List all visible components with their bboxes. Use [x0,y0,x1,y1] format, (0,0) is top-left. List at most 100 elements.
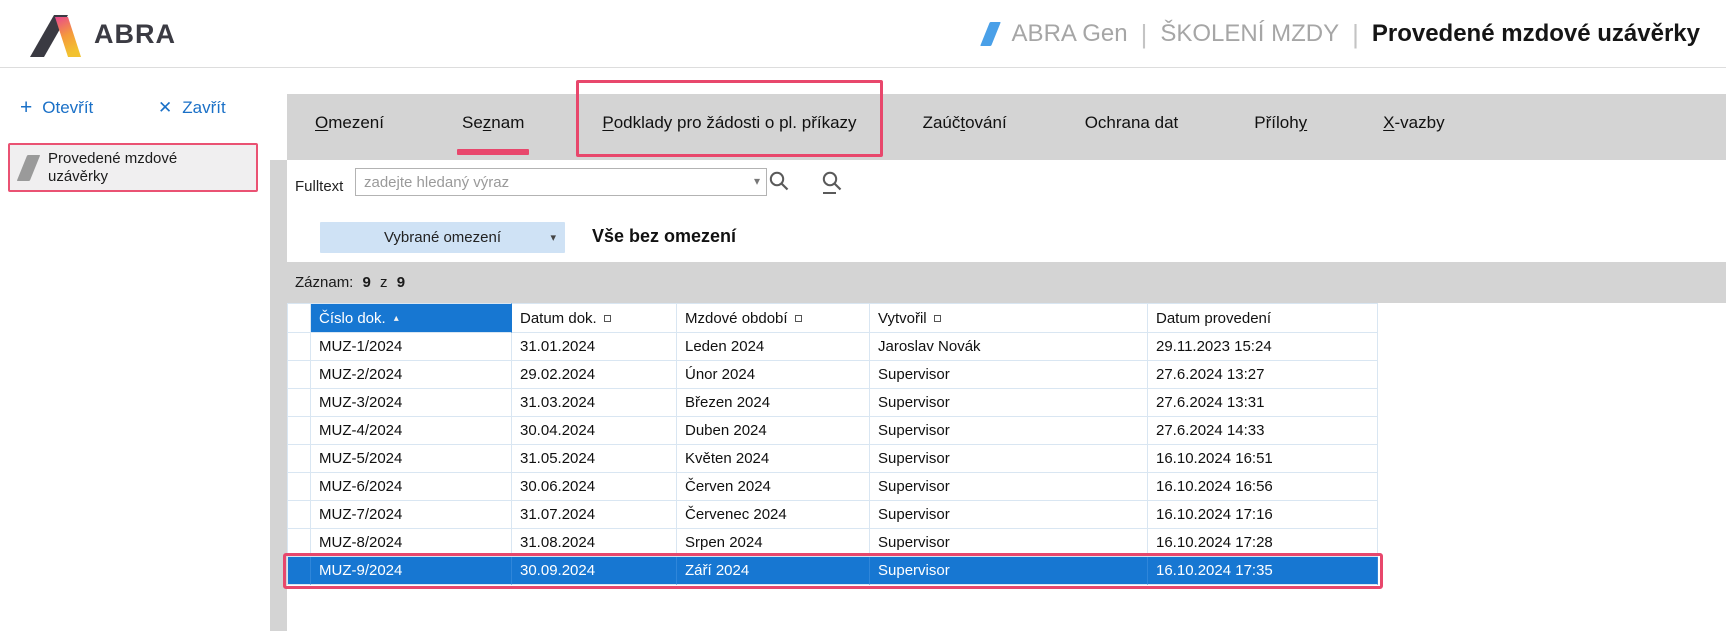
tab-p-lohy[interactable]: Přílohy [1250,94,1311,160]
filter-panel: Fulltext ▾ Vybrané omezení ▾ Vše bez ome… [287,160,1726,262]
active-tab-underline [457,149,530,155]
tab-omezen[interactable]: Omezení [311,94,388,160]
table-cell: Květen 2024 [677,445,870,473]
tab-podklady-pro-dosti-o-pl-p-kazy[interactable]: Podklady pro žádosti o pl. příkazy [576,80,883,160]
app-header: ABRA ABRA Gen | ŠKOLENÍ MZDY | Provedené… [0,0,1726,68]
column-header-label: Datum provedení [1156,309,1272,327]
breadcrumb-separator: | [1352,18,1359,49]
fulltext-combobox[interactable]: ▾ [355,168,767,196]
tab-label: Ochrana dat [1084,113,1179,132]
page-title: Provedené mzdové uzávěrky [1371,20,1700,47]
chevron-down-icon[interactable]: ▾ [753,174,760,188]
table-cell: 30.06.2024 [512,473,677,501]
tab-label: X-vazby [1383,113,1445,132]
plus-icon: + [20,96,33,119]
table-cell: MUZ-2/2024 [311,361,512,389]
table-cell: 27.6.2024 13:31 [1148,389,1378,417]
table-cell: Supervisor [870,473,1148,501]
table-cell: 16.10.2024 16:51 [1148,445,1378,473]
table-cell: 16.10.2024 17:35 [1148,557,1378,585]
table-cell: Červen 2024 [677,473,870,501]
table-cell: Jaroslav Novák [870,333,1148,361]
record-counter-of: z [380,274,388,291]
close-button[interactable]: ✕ Zavřít [158,98,226,118]
sort-box-icon [794,314,802,322]
breadcrumb-separator: | [1140,18,1148,49]
tab-label: Omezení [315,113,384,132]
table-row[interactable]: MUZ-6/2024 30.06.2024 Červen 2024 Superv… [287,473,1378,501]
abra-logo-icon [30,15,81,57]
table-cell: Červenec 2024 [677,501,870,529]
open-button[interactable]: + Otevřít [20,96,93,119]
row-gutter-cell [287,557,311,585]
tab-label: Seznam [461,113,525,132]
tab-bar: Omezení Seznam Podklady pro žádosti o pl… [287,80,1726,160]
tab-seznam[interactable]: Seznam [457,94,530,160]
table-cell: 30.09.2024 [512,557,677,585]
table-cell: 31.01.2024 [512,333,677,361]
tab-label: Přílohy [1254,113,1308,132]
table-cell: Supervisor [870,529,1148,557]
breadcrumb-app: ABRA Gen [1011,20,1128,47]
table-cell: 29.02.2024 [512,361,677,389]
fulltext-input[interactable] [356,169,738,195]
table-cell: 16.10.2024 17:28 [1148,529,1378,557]
logo-text: ABRA [94,18,176,49]
close-icon: ✕ [158,98,173,117]
row-gutter-cell [287,389,311,417]
table-header-row: Číslo dok. ▴ Datum dok. Mzdové období Vy… [287,303,1378,333]
record-counter-label: Záznam: [295,274,354,291]
table-cell: MUZ-6/2024 [311,473,512,501]
tab-za-tov-n[interactable]: Zaúčtování [919,94,1011,160]
row-gutter-cell [287,529,311,557]
table-cell: 29.11.2023 15:24 [1148,333,1378,361]
table-row[interactable]: MUZ-2/2024 29.02.2024 Únor 2024 Supervis… [287,361,1378,389]
table-cell: Supervisor [870,557,1148,585]
column-header-slo-dok[interactable]: Číslo dok. ▴ [311,303,512,333]
restriction-dropdown-button[interactable]: Vybrané omezení ▾ [320,222,565,253]
sort-box-icon [933,314,941,322]
tab-ochrana-dat[interactable]: Ochrana dat [1081,94,1183,160]
table-cell: 31.07.2024 [512,501,677,529]
table-panel: Číslo dok. ▴ Datum dok. Mzdové období Vy… [283,303,1726,631]
record-counter-current: 9 [362,274,371,291]
table-row[interactable]: MUZ-3/2024 31.03.2024 Březen 2024 Superv… [287,389,1378,417]
table-row[interactable]: MUZ-1/2024 31.01.2024 Leden 2024 Jarosla… [287,333,1378,361]
table-row[interactable]: MUZ-4/2024 30.04.2024 Duben 2024 Supervi… [287,417,1378,445]
records-table: Číslo dok. ▴ Datum dok. Mzdové období Vy… [283,303,1383,589]
column-header-vytvo-il[interactable]: Vytvořil [870,303,1148,333]
record-counter-total: 9 [396,274,406,291]
table-cell: 27.6.2024 13:27 [1148,361,1378,389]
table-row[interactable]: MUZ-5/2024 31.05.2024 Květen 2024 Superv… [287,445,1378,473]
table-row[interactable]: MUZ-9/2024 30.09.2024 Září 2024 Supervis… [283,553,1383,589]
table-cell: Supervisor [870,361,1148,389]
column-header-label: Vytvořil [878,309,927,327]
column-header-mzdov-obdob[interactable]: Mzdové období [677,303,870,333]
table-row[interactable]: MUZ-7/2024 31.07.2024 Červenec 2024 Supe… [287,501,1378,529]
table-cell: MUZ-8/2024 [311,529,512,557]
agenda-slash-icon [16,154,41,181]
column-header-datum-proveden[interactable]: Datum provedení [1148,303,1378,333]
table-cell: 16.10.2024 17:16 [1148,501,1378,529]
table-cell: Duben 2024 [677,417,870,445]
chevron-down-icon: ▾ [550,232,556,244]
breadcrumb: ABRA Gen | ŠKOLENÍ MZDY | Provedené mzdo… [979,0,1700,68]
sidebar-item-provedene-mzdove-uzaverky[interactable]: Provedené mzdové uzávěrky [8,143,258,192]
table-body: MUZ-1/2024 31.01.2024 Leden 2024 Jarosla… [283,333,1383,589]
row-gutter-cell [287,445,311,473]
table-cell: Leden 2024 [677,333,870,361]
close-button-label: Zavřít [182,98,226,117]
table-cell: MUZ-3/2024 [311,389,512,417]
search-icon[interactable] [768,170,792,196]
column-header-label: Datum dok. [520,309,597,327]
search-underline-icon[interactable] [821,170,845,196]
table-cell: Supervisor [870,417,1148,445]
table-cell: Supervisor [870,389,1148,417]
table-row[interactable]: MUZ-8/2024 31.08.2024 Srpen 2024 Supervi… [287,529,1378,557]
table-cell: Supervisor [870,445,1148,473]
column-header-datum-dok[interactable]: Datum dok. [512,303,677,333]
gutter-header-cell [287,303,311,333]
column-header-label: Mzdové období [685,309,788,327]
table-cell: 27.6.2024 14:33 [1148,417,1378,445]
tab-x-vazby[interactable]: X-vazby [1379,94,1448,160]
